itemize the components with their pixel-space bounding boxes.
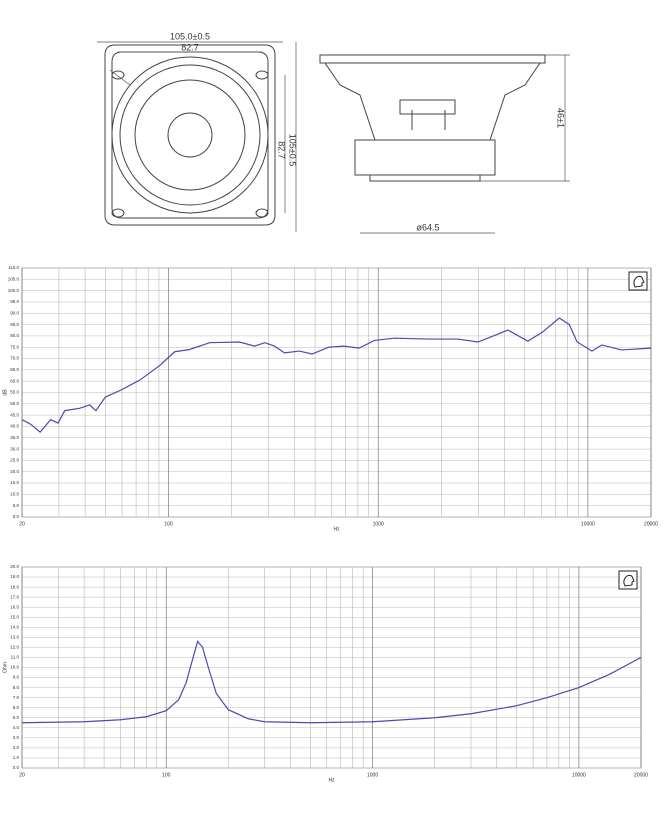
y-tick-label: 80.0: [10, 333, 19, 338]
y-tick-label: 65.0: [10, 367, 19, 372]
y-tick-label: 12.0: [10, 645, 19, 650]
y-tick-label: 15.0: [10, 614, 19, 619]
y-tick-label: 6.0: [13, 705, 20, 710]
y-tick-label: 19.0: [10, 574, 19, 579]
y-tick-label: 3.0: [13, 735, 20, 740]
chart: 0.0 5.0 10.0 15.0 20.0 25.0 30.0 35.0 40.0 45.0 50…: [2, 265, 658, 532]
y-tick-label: 30.0: [10, 446, 19, 451]
logo: [628, 271, 648, 291]
front-view: 105.0±0.5 82.7 82.7 105±0.5: [97, 31, 298, 232]
y-tick-label: 18.0: [10, 584, 19, 589]
dimension: 82.7: [277, 141, 287, 159]
x-tick-label: 1000: [373, 521, 384, 527]
y-tick-label: 25.0: [10, 458, 19, 463]
y-tick-label: 10.0: [10, 492, 19, 497]
y-tick-label: 50.0: [10, 401, 19, 406]
y-tick-label: 105.0: [8, 277, 20, 282]
y-tick-label: 60.0: [10, 378, 19, 383]
y-tick-label: 8.0: [13, 685, 20, 690]
y-tick-label: 0.0: [13, 514, 20, 519]
y-tick-label: 2.0: [13, 745, 20, 750]
logo-box: [618, 570, 638, 590]
y-axis-label: Ohm: [2, 662, 8, 673]
y-tick-label: 7.0: [13, 695, 20, 700]
y-tick-label: 17.0: [10, 594, 19, 599]
y-axis-label: dB: [2, 389, 8, 396]
y-tick-label: 4.0: [13, 725, 20, 730]
x-tick-label: 20: [19, 772, 25, 778]
y-tick-label: 10.0: [10, 665, 19, 670]
logo-head: [623, 574, 635, 587]
x-tick-label: 100: [164, 521, 173, 527]
y-tick-label: 5.0: [13, 715, 20, 720]
y-tick-label: 20.0: [10, 469, 19, 474]
y-tick-label: 85.0: [10, 322, 19, 327]
dimension: 105.0±0.5: [170, 31, 210, 41]
y-tick-label: 20.0: [10, 564, 19, 569]
y-tick-label: 16.0: [10, 604, 19, 609]
y-tick-label: 75.0: [10, 344, 19, 349]
x-tick-label: 1000: [367, 772, 378, 778]
y-tick-label: 13.0: [10, 635, 19, 640]
y-tick-label: 15.0: [10, 480, 19, 485]
data-line: [21, 640, 642, 724]
data-line: [21, 317, 652, 433]
x-tick-label: 20000: [644, 521, 658, 527]
y-tick-label: 90.0: [10, 310, 19, 315]
x-tick-label: 10000: [572, 772, 586, 778]
y-tick-label: 35.0: [10, 435, 19, 440]
y-tick-label: 100.0: [8, 288, 20, 293]
x-tick-label: 20000: [634, 772, 648, 778]
y-tick-label: 0.0: [13, 765, 20, 770]
dimension: 46±1: [556, 108, 566, 128]
dimension: 82.7: [181, 42, 199, 52]
y-tick-label: 55.0: [10, 390, 19, 395]
y-tick-label: 70.0: [10, 356, 19, 361]
side-view: 46±1 ø64.5: [319, 54, 570, 234]
y-tick-label: 14.0: [10, 624, 19, 629]
y-tick-label: 9.0: [13, 675, 20, 680]
x-tick-label: 10000: [581, 521, 595, 527]
y-tick-label: 40.0: [10, 424, 19, 429]
logo: [618, 570, 638, 590]
y-tick-label: 45.0: [10, 412, 19, 417]
x-tick-label: 100: [162, 772, 171, 778]
chart: 0.0 1.0 2.0 3.0 4.0 5.0 6.0 7.0 8.0 9.0 10.0 11.0 12…: [2, 564, 648, 783]
y-tick-label: 11.0: [11, 655, 20, 660]
logo-box: [628, 271, 648, 291]
x-axis-label: Hz: [328, 777, 335, 783]
dimension: ø64.5: [416, 222, 439, 232]
y-tick-label: 95.0: [10, 299, 19, 304]
dimension: 105±0.5: [288, 134, 298, 166]
y-tick-label: 1.0: [13, 755, 20, 760]
x-axis-label: Hz: [333, 526, 340, 532]
logo-head: [633, 275, 645, 288]
x-tick-label: 20: [19, 521, 25, 527]
y-tick-label: 5.0: [13, 503, 20, 508]
y-tick-label: 110.0: [8, 265, 19, 270]
